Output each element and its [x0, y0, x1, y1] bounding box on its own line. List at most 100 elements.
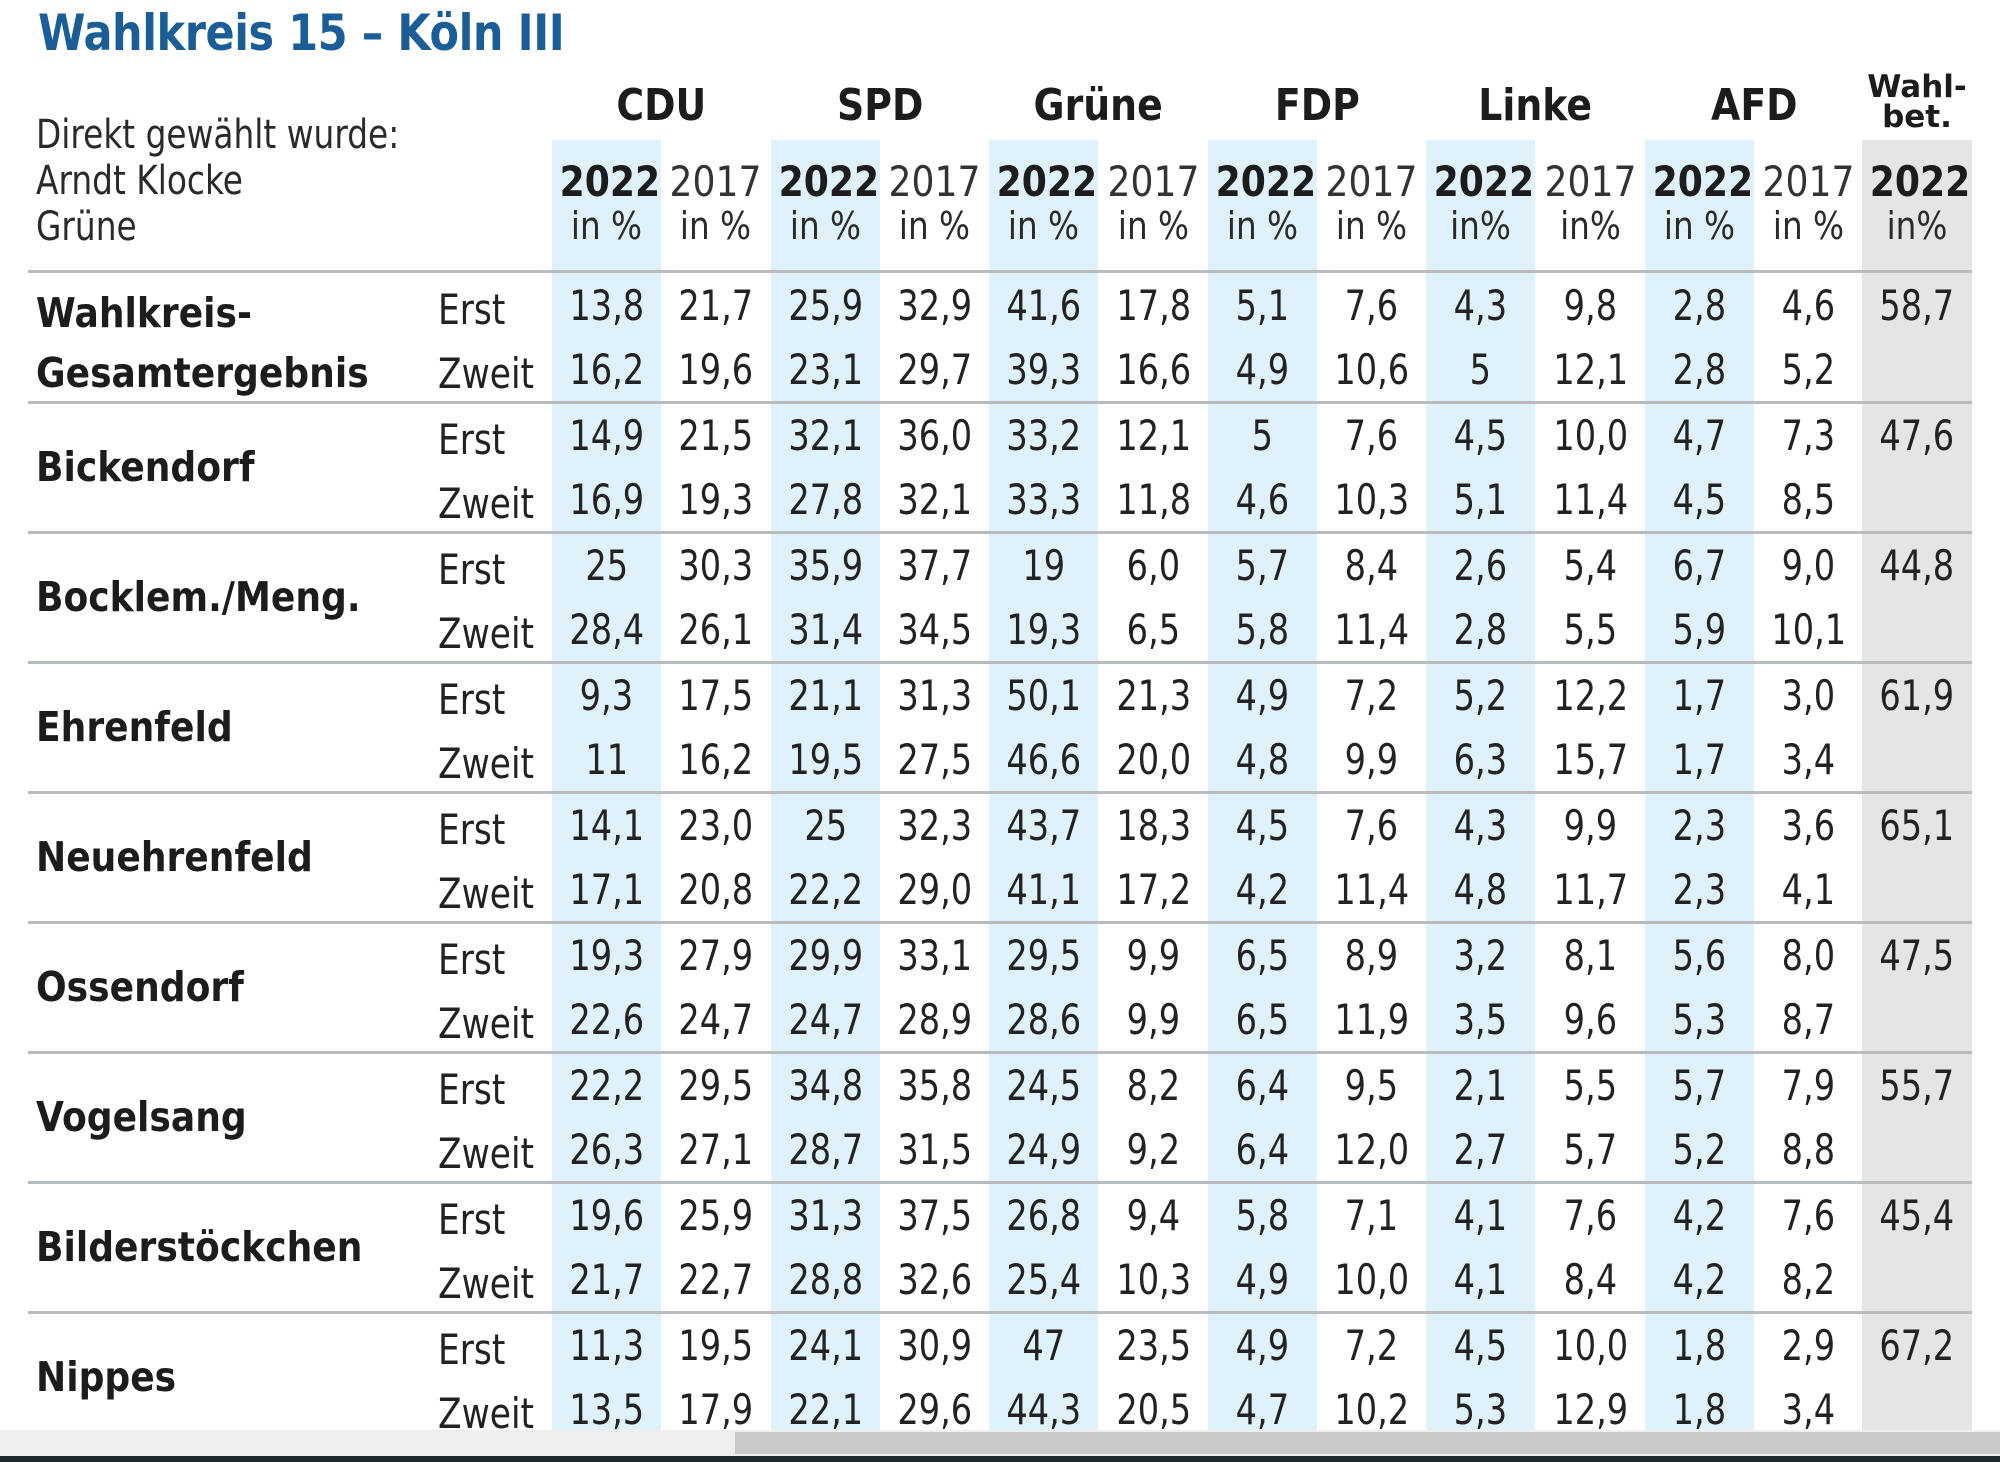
value-text: 12,1	[1553, 345, 1628, 394]
value-text: 7,2	[1344, 671, 1399, 720]
value-text: 9,9	[1126, 995, 1181, 1044]
second-vote-value: 8,7	[1754, 995, 1863, 1044]
year-column-header: 2022 in %	[1208, 157, 1317, 249]
value-text: 24,5	[1006, 1061, 1081, 1110]
first-vote-value: 22,2	[552, 1061, 661, 1110]
second-vote-value: 20,0	[1099, 735, 1208, 784]
value-text: 25,4	[1006, 1255, 1081, 1304]
first-vote-value: 7,6	[1317, 281, 1426, 330]
second-vote-value: 19,5	[771, 735, 880, 784]
value-text: 17,2	[1116, 865, 1191, 914]
party-name: SPD	[836, 80, 924, 131]
second-vote-value: 20,8	[661, 865, 770, 914]
value-text: 47,6	[1879, 411, 1955, 460]
highlight-2022-column	[771, 140, 880, 1432]
value-text: 25,9	[678, 1191, 753, 1240]
highlight-2022-column	[552, 140, 661, 1432]
value-text: 8,2	[1126, 1061, 1181, 1110]
first-vote-value: 37,5	[880, 1191, 989, 1240]
value-text: 10,0	[1553, 411, 1628, 460]
value-text: 4,5	[1235, 801, 1290, 850]
first-vote-value: 25	[771, 801, 880, 850]
second-vote-value: 6,5	[1208, 995, 1317, 1044]
party-header-0: CDU	[552, 80, 770, 131]
turnout-header: Wahl-bet.	[1862, 72, 1972, 135]
first-vote-value: 4,3	[1426, 801, 1535, 850]
horizontal-scrollbar-thumb[interactable]	[735, 1432, 2000, 1454]
second-vote-value: 6,3	[1426, 735, 1535, 784]
unit-label: in %	[789, 204, 862, 248]
value-text: 32,1	[897, 475, 972, 524]
value-text: 19	[1022, 541, 1065, 590]
party-header-4: Linke	[1426, 80, 1644, 131]
second-vote-value: 10,3	[1099, 1255, 1208, 1304]
first-vote-value: 17,8	[1099, 281, 1208, 330]
value-text: 4,3	[1453, 281, 1508, 330]
turnout-header-line2: bet.	[1882, 99, 1952, 135]
row-divider	[28, 661, 1972, 664]
first-vote-label: Erst	[438, 1195, 506, 1244]
value-text: 33,1	[897, 931, 972, 980]
first-vote-value: 32,1	[771, 411, 880, 460]
value-text: 31,5	[897, 1125, 972, 1174]
value-text: 17,1	[569, 865, 644, 914]
value-text: 4,5	[1453, 1321, 1508, 1370]
value-text: 35,9	[788, 541, 863, 590]
party-header-3: FDP	[1208, 80, 1426, 131]
value-text: 17,5	[678, 671, 753, 720]
first-vote-value: 32,3	[880, 801, 989, 850]
first-vote-value: 21,3	[1099, 671, 1208, 720]
value-text: 4,2	[1672, 1255, 1727, 1304]
second-vote-value: 5,3	[1645, 995, 1754, 1044]
party-name: CDU	[616, 80, 706, 131]
value-text: 8,7	[1781, 995, 1836, 1044]
second-vote-value: 5,1	[1426, 475, 1535, 524]
unit-label: in %	[1772, 204, 1845, 248]
first-vote-value: 4,2	[1645, 1191, 1754, 1240]
second-vote-value: 22,7	[661, 1255, 770, 1304]
value-text: 44,8	[1879, 541, 1955, 590]
district-name: Bickendorf	[36, 443, 255, 491]
turnout-value: 47,5	[1862, 931, 1972, 980]
value-text: 16,9	[569, 475, 644, 524]
value-text: 9,5	[1344, 1061, 1399, 1110]
value-text: 6,5	[1235, 931, 1290, 980]
first-vote-value: 7,1	[1317, 1191, 1426, 1240]
second-vote-value: 33,3	[989, 475, 1098, 524]
first-vote-value: 3,2	[1426, 931, 1535, 980]
value-text: 4,9	[1235, 1255, 1290, 1304]
value-text: 2,8	[1672, 281, 1727, 330]
value-text: 4,7	[1235, 1385, 1290, 1434]
first-vote-value: 35,9	[771, 541, 880, 590]
first-vote-value: 4,9	[1208, 1321, 1317, 1370]
value-text: 13,8	[569, 281, 644, 330]
first-vote-label: Erst	[438, 1325, 506, 1374]
value-text: 4,9	[1235, 1321, 1290, 1370]
value-text: 28,7	[788, 1125, 863, 1174]
value-text: 11,4	[1553, 475, 1628, 524]
value-text: 7,6	[1344, 801, 1399, 850]
value-text: 7,6	[1563, 1191, 1618, 1240]
value-text: 8,1	[1563, 931, 1618, 980]
value-text: 6,3	[1453, 735, 1508, 784]
value-text: 21,5	[678, 411, 753, 460]
first-vote-value: 41,6	[989, 281, 1098, 330]
value-text: 8,8	[1781, 1125, 1836, 1174]
first-vote-value: 24,1	[771, 1321, 880, 1370]
year-label: 2022	[1215, 157, 1317, 206]
party-header-5: AFD	[1645, 80, 1863, 131]
year-column-header: 2022 in%	[1426, 160, 1535, 249]
second-vote-label: Zweit	[438, 1259, 535, 1308]
party-header-1: SPD	[771, 80, 989, 131]
first-vote-value: 8,4	[1317, 541, 1426, 590]
value-text: 20,5	[1116, 1385, 1191, 1434]
value-text: 16,2	[569, 345, 644, 394]
value-text: 7,6	[1781, 1191, 1836, 1240]
first-vote-value: 29,5	[661, 1061, 770, 1110]
second-vote-value: 27,5	[880, 735, 989, 784]
value-text: 5	[1251, 411, 1274, 460]
value-text: 9,3	[579, 671, 634, 720]
second-vote-label: Zweit	[438, 999, 535, 1048]
value-text: 13,5	[569, 1385, 644, 1434]
value-text: 9,9	[1563, 801, 1618, 850]
